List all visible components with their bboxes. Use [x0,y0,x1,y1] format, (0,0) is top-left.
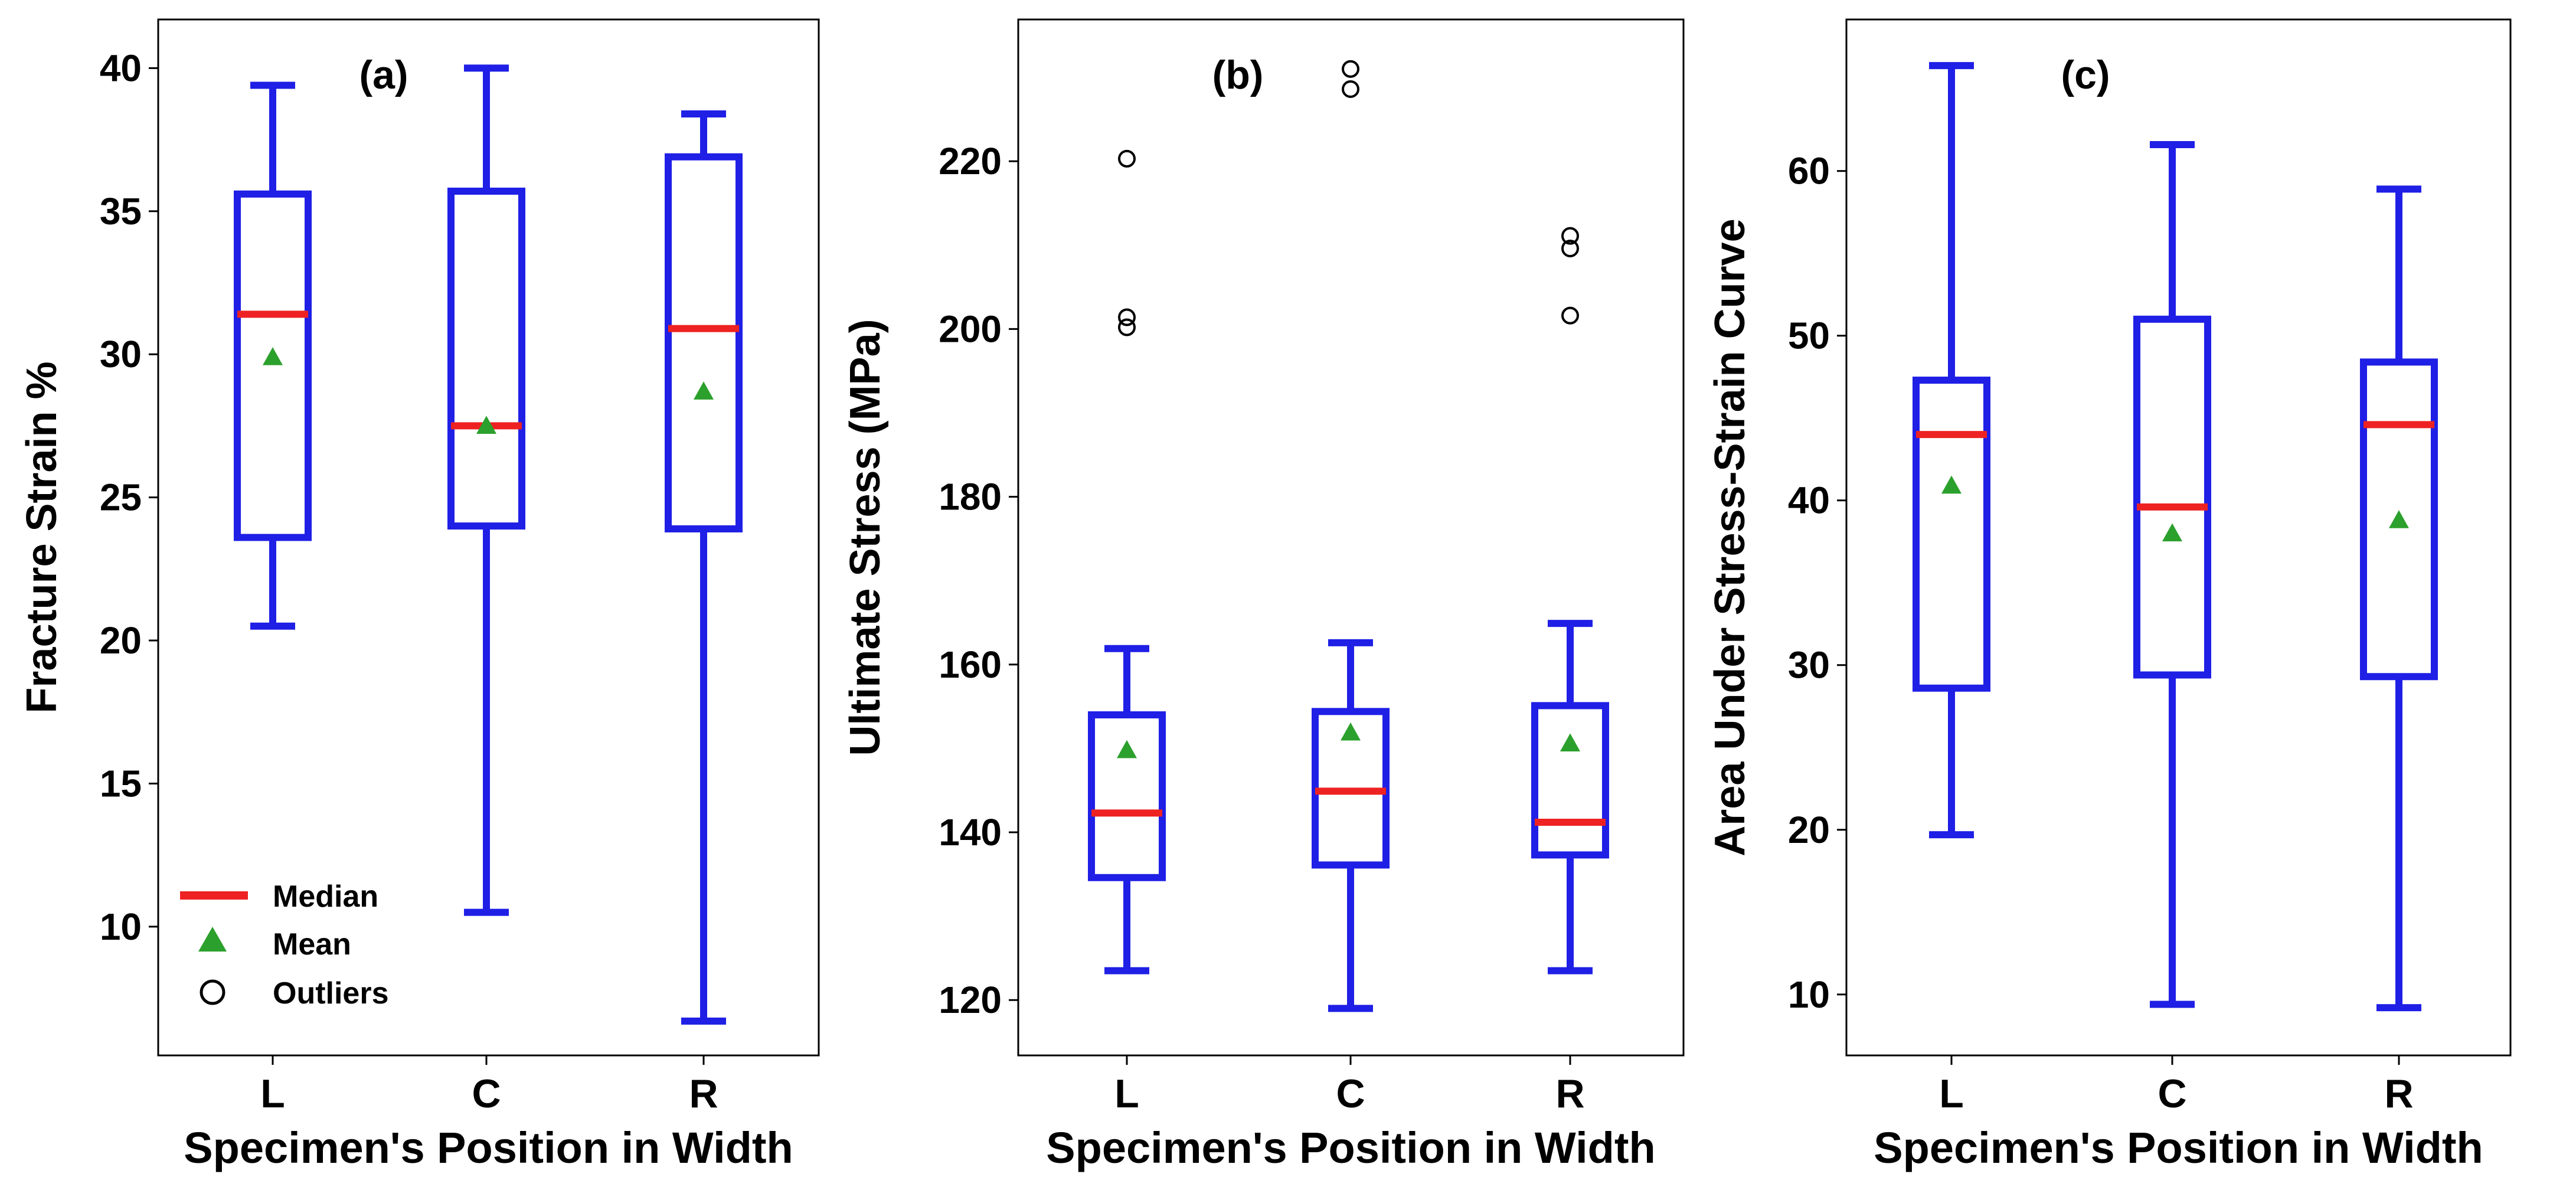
y-tick-label: 10 [1788,973,1830,1016]
legend-mean-swatch [198,927,227,952]
x-tick-label: L [260,1071,285,1116]
legend-median-label: Median [273,880,378,914]
y-tick-label: 25 [100,476,142,519]
x-axis-title: Specimen's Position in Width [1874,1123,2483,1172]
y-tick-label: 15 [100,762,142,805]
x-tick-label: C [1336,1071,1365,1116]
mean-marker [1117,740,1137,759]
y-tick-label: 30 [1788,644,1830,686]
mean-marker [1941,475,1962,494]
x-tick-label: R [1555,1071,1584,1116]
y-tick-label: 20 [100,619,142,662]
panel-tag: (b) [1212,53,1264,97]
box-L [1088,149,1166,975]
iqr-box [1913,377,1990,692]
outlier-point [1118,149,1136,168]
outlier-point [1561,239,1579,257]
legend-outliers-label: Outliers [273,976,389,1011]
mean-marker [263,347,283,365]
legend-outlier-swatch [200,979,225,1005]
x-tick-label: R [2384,1071,2413,1116]
box-L [1913,62,1990,839]
y-tick-label: 50 [1788,315,1830,357]
box-C [2133,141,2211,1008]
legend-mean-label: Mean [273,927,351,962]
box-R [665,110,743,1025]
y-tick-label: 220 [939,140,1002,182]
box-C [1312,60,1390,1012]
x-axis-title: Specimen's Position in Width [184,1123,793,1172]
y-tick-label: 35 [100,190,142,233]
mean-marker [476,416,496,434]
x-axis-title: Specimen's Position in Width [1046,1123,1655,1172]
panel-c: 10 20 30 40 50 60 L C R (c) Specimen's Position in… [1707,18,2512,1172]
plot-frame [1845,18,2512,1057]
x-tick-label: C [472,1071,501,1116]
y-axis-title: Ultimate Stress (MPa) [842,319,889,756]
y-axis-title: Fracture Strain % [18,361,66,713]
outlier-point [1561,227,1579,245]
box-R [1531,227,1609,975]
iqr-box [1088,711,1166,881]
outlier-point [1561,306,1579,325]
y-tick-label: 30 [100,333,142,375]
panel-a: 10 15 20 25 30 35 40 L C R (a) Specimen's Position … [18,18,820,1172]
box-L [234,81,312,630]
y-tick-label: 60 [1788,150,1830,192]
iqr-box [665,153,743,532]
iqr-box [2360,358,2438,681]
mean-marker [1341,722,1361,741]
iqr-box [447,187,525,530]
outlier-point [1118,318,1136,336]
y-tick-label: 40 [100,47,142,89]
outlier-point [1342,80,1359,98]
box-C [447,64,525,916]
plot-frame [157,18,820,1057]
y-tick-label: 180 [939,476,1002,518]
y-tick-label: 140 [939,811,1002,854]
x-tick-label: L [1939,1071,1964,1116]
iqr-box [1531,702,1609,859]
y-tick-label: 10 [100,905,142,948]
outlier-point [1342,60,1359,78]
panel-tag: (a) [359,53,408,97]
mean-marker [1560,733,1580,751]
x-tick-label: R [689,1071,718,1116]
y-tick-label: 120 [939,979,1002,1021]
x-tick-label: L [1114,1071,1139,1116]
legend: Median Mean Outliers [180,880,389,1011]
y-axis-title: Area Under Stress-Strain Curve [1707,218,1754,856]
y-tick-label: 40 [1788,479,1830,522]
iqr-box [2133,315,2211,679]
mean-marker [2162,523,2182,542]
y-tick-label: 20 [1788,809,1830,851]
x-tick-label: C [2157,1071,2186,1116]
panel-b: 120 140 160 180 200 220 L C R (b) Specimen's Posit… [842,18,1685,1172]
mean-marker [2389,510,2409,528]
iqr-box [234,190,312,541]
outlier-point [1118,308,1136,326]
mean-marker [694,381,714,400]
box-R [2360,185,2438,1012]
y-tick-label: 200 [939,308,1002,350]
panel-tag: (c) [2061,53,2110,97]
y-tick-label: 160 [939,643,1002,686]
